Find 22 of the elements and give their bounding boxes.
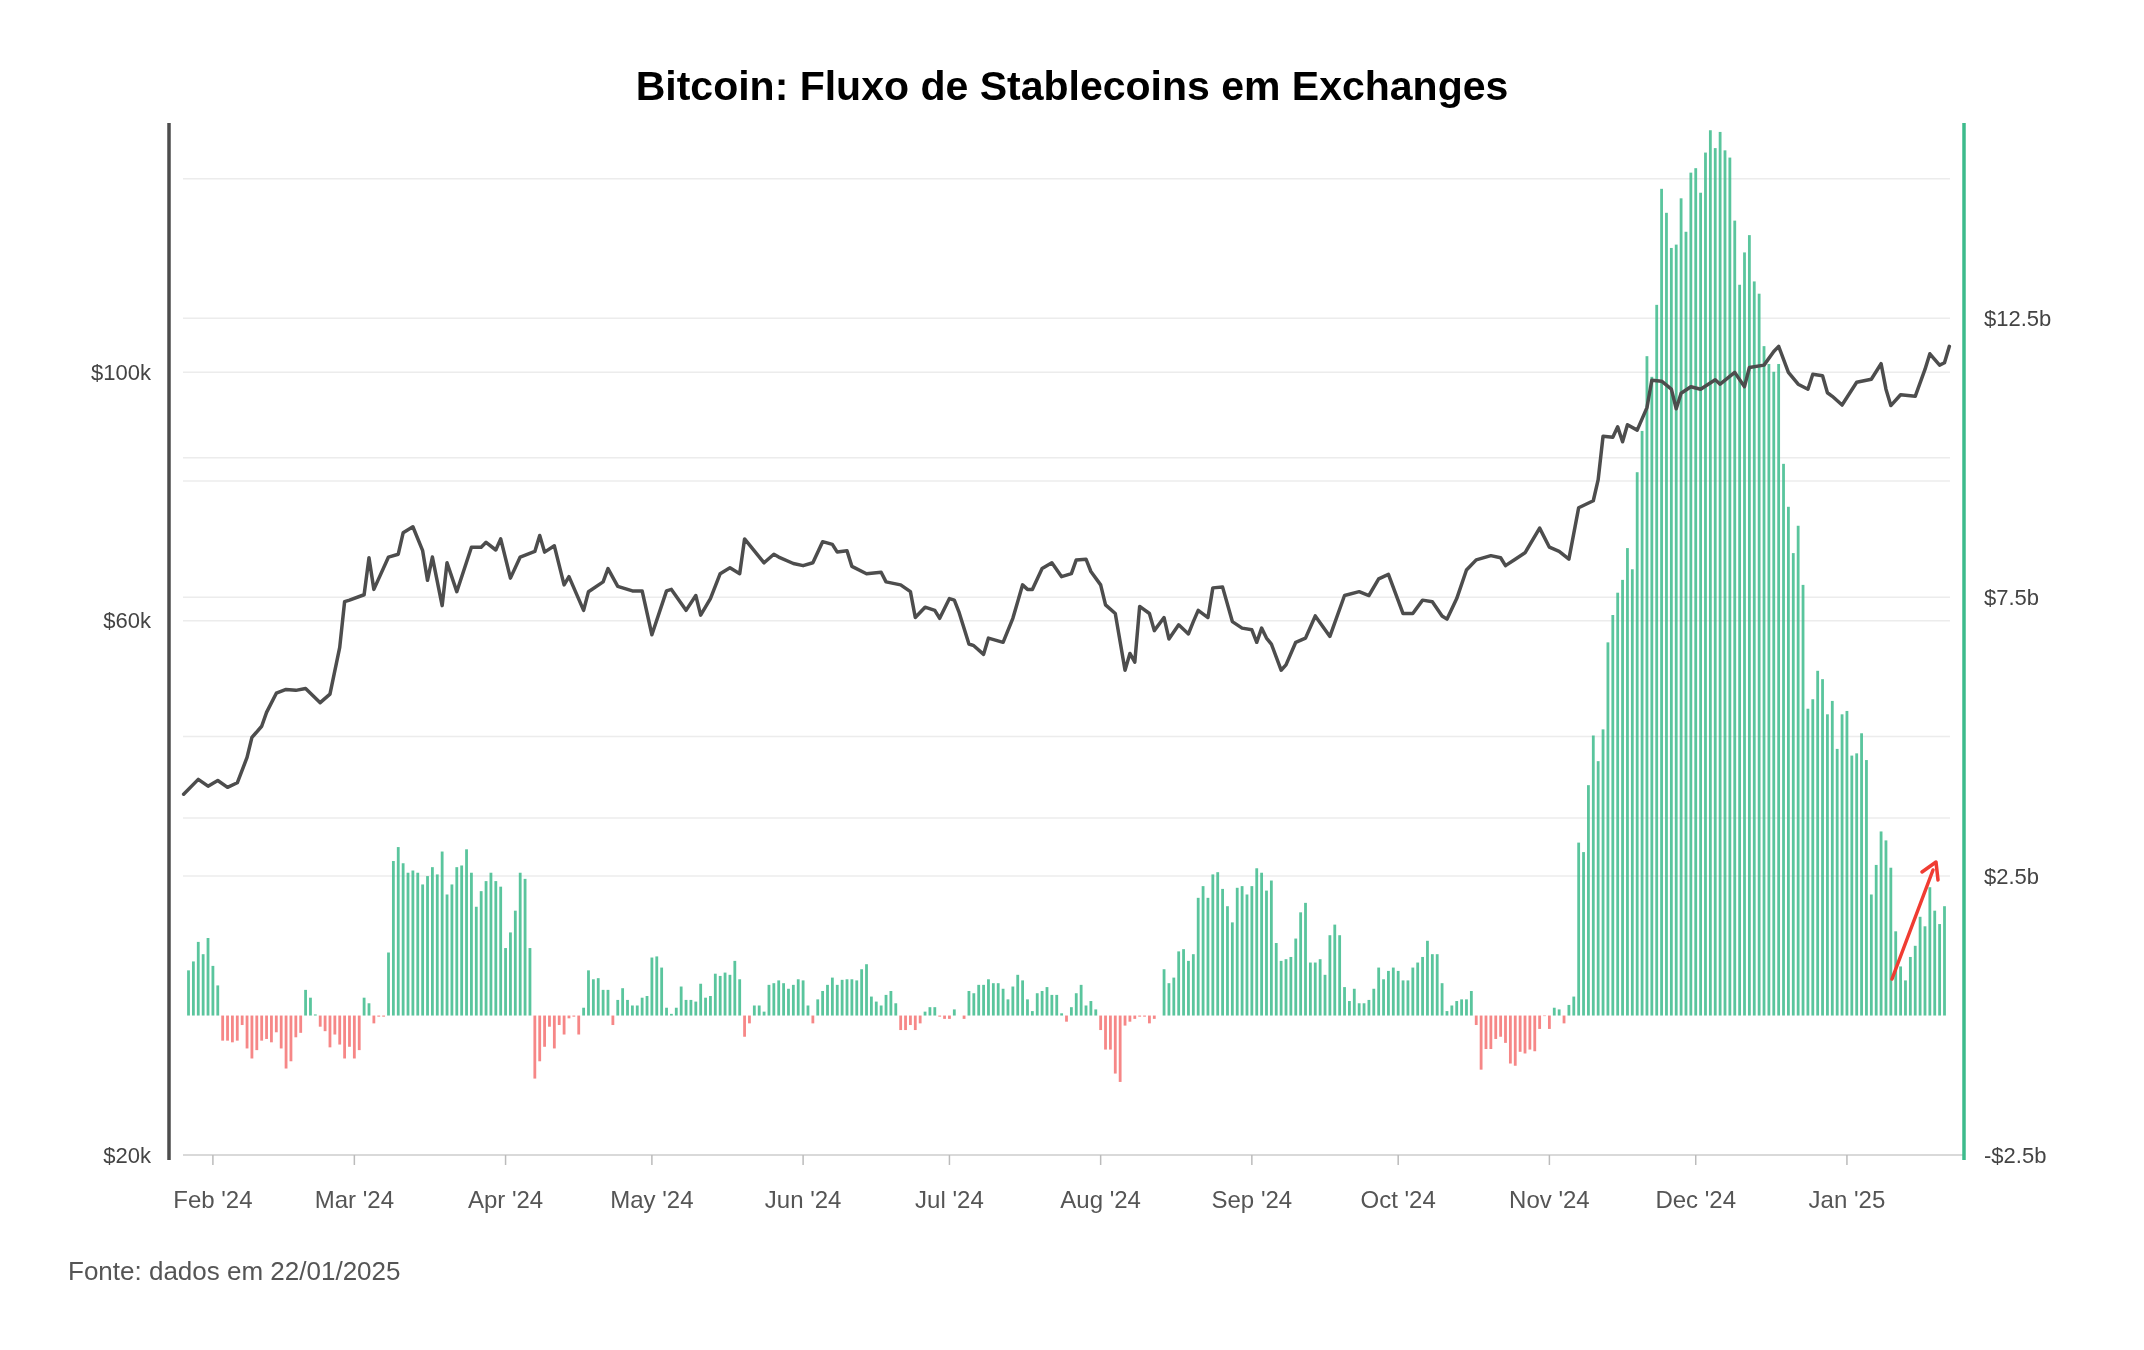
y-tick-label: $100k [91, 360, 152, 386]
y2-tick-label: $2.5b [1984, 863, 2040, 889]
y2-tick-label: -$2.5b [1984, 1142, 2047, 1168]
y-tick-label: $60k [103, 608, 152, 634]
x-tick-label: May '24 [610, 1186, 694, 1213]
y2-tick-label: $12.5b [1984, 305, 2052, 331]
x-tick-label: Jun '24 [764, 1186, 842, 1213]
x-tick-label: Jul '24 [915, 1186, 984, 1213]
x-tick-label: Jan '25 [1808, 1186, 1886, 1213]
line-series [181, 344, 1952, 796]
x-tick-label: Sep '24 [1211, 1186, 1293, 1213]
x-tick-label: Apr '24 [467, 1186, 544, 1213]
x-tick-label: Feb '24 [173, 1186, 253, 1213]
x-tick-label: Mar '24 [314, 1186, 394, 1213]
y2-tick-label: $7.5b [1984, 584, 2040, 610]
chart-title: Bitcoin: Fluxo de Stablecoins em Exchanges [635, 63, 1509, 109]
y-tick-label: $20k [103, 1142, 152, 1168]
x-tick-label: Nov '24 [1509, 1186, 1590, 1213]
source-note: Fonte: dados em 22/01/2025 [68, 1256, 401, 1286]
x-tick-label: Oct '24 [1360, 1186, 1436, 1213]
x-tick-label: Aug '24 [1060, 1186, 1141, 1213]
x-tick-label: Dec '24 [1655, 1186, 1737, 1213]
